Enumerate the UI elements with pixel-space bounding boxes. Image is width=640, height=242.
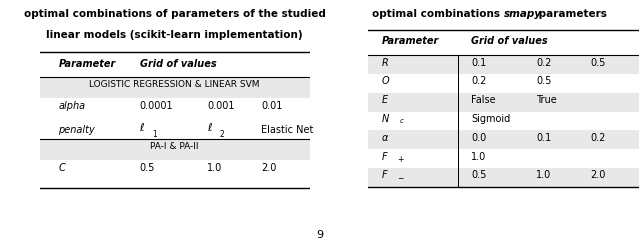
Text: Elastic Net: Elastic Net xyxy=(261,125,314,135)
Text: alpha: alpha xyxy=(58,101,86,111)
Text: +: + xyxy=(397,155,404,164)
Text: 0.5: 0.5 xyxy=(590,58,605,68)
Text: ℓ: ℓ xyxy=(207,123,212,133)
Bar xyxy=(40,139,310,160)
Text: LOGISTIC REGRESSION & LINEAR SVM: LOGISTIC REGRESSION & LINEAR SVM xyxy=(90,80,260,89)
Text: 9: 9 xyxy=(316,230,324,240)
Bar xyxy=(369,168,639,187)
Text: 1.0: 1.0 xyxy=(536,170,551,180)
Text: Sigmoid: Sigmoid xyxy=(471,114,510,124)
Text: C: C xyxy=(58,163,65,173)
Text: N: N xyxy=(382,114,389,124)
Text: parameters: parameters xyxy=(534,8,607,19)
Text: E: E xyxy=(382,95,388,105)
Text: 0.0: 0.0 xyxy=(471,133,486,143)
Text: R: R xyxy=(382,58,388,68)
Text: Parameter: Parameter xyxy=(58,59,116,69)
Text: 2.0: 2.0 xyxy=(261,163,276,173)
Bar xyxy=(369,55,639,74)
Text: α: α xyxy=(382,133,388,143)
Text: True: True xyxy=(536,95,557,105)
Text: Parameter: Parameter xyxy=(382,36,439,46)
Text: 2: 2 xyxy=(220,130,224,139)
Text: F: F xyxy=(382,151,387,162)
Text: 0.5: 0.5 xyxy=(140,163,155,173)
Text: 0.2: 0.2 xyxy=(590,133,605,143)
Text: 0.5: 0.5 xyxy=(471,170,486,180)
Text: 1.0: 1.0 xyxy=(471,151,486,162)
Text: Grid of values: Grid of values xyxy=(471,36,548,46)
Bar xyxy=(40,77,310,98)
Bar xyxy=(369,93,639,112)
Text: PA-I & PA-II: PA-I & PA-II xyxy=(150,142,199,151)
Text: 2.0: 2.0 xyxy=(590,170,605,180)
Text: c: c xyxy=(399,118,403,124)
Text: 0.01: 0.01 xyxy=(261,101,283,111)
Text: penalty: penalty xyxy=(58,125,95,135)
Text: 0.2: 0.2 xyxy=(536,58,551,68)
Text: optimal combinations: optimal combinations xyxy=(372,8,504,19)
Text: O: O xyxy=(382,76,390,86)
Text: 0.0001: 0.0001 xyxy=(140,101,173,111)
Text: Grid of values: Grid of values xyxy=(140,59,216,69)
Text: 0.5: 0.5 xyxy=(536,76,551,86)
Text: 0.001: 0.001 xyxy=(207,101,235,111)
Text: ℓ: ℓ xyxy=(140,123,144,133)
Text: F: F xyxy=(382,170,387,180)
Text: smapy: smapy xyxy=(504,8,541,19)
Text: 0.1: 0.1 xyxy=(536,133,551,143)
Text: 1.0: 1.0 xyxy=(207,163,223,173)
Text: False: False xyxy=(471,95,495,105)
Text: −: − xyxy=(397,174,404,183)
Text: 0.1: 0.1 xyxy=(471,58,486,68)
Text: 1: 1 xyxy=(152,130,157,139)
Text: 0.2: 0.2 xyxy=(471,76,486,86)
Text: linear models (scikit-learn implementation): linear models (scikit-learn implementati… xyxy=(47,30,303,40)
Bar xyxy=(369,130,639,149)
Text: optimal combinations of parameters of the studied: optimal combinations of parameters of th… xyxy=(24,8,326,19)
